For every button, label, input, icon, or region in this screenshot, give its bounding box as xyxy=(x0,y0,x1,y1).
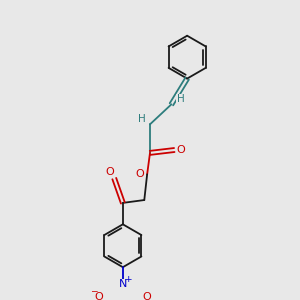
Text: +: + xyxy=(124,275,132,284)
Text: H: H xyxy=(177,94,184,104)
Text: O: O xyxy=(106,167,114,177)
Text: N: N xyxy=(119,279,127,289)
Text: O: O xyxy=(136,169,144,179)
Text: O: O xyxy=(94,292,103,300)
Text: O: O xyxy=(143,292,152,300)
Text: H: H xyxy=(138,114,145,124)
Text: O: O xyxy=(176,145,185,155)
Text: −: − xyxy=(90,286,97,296)
